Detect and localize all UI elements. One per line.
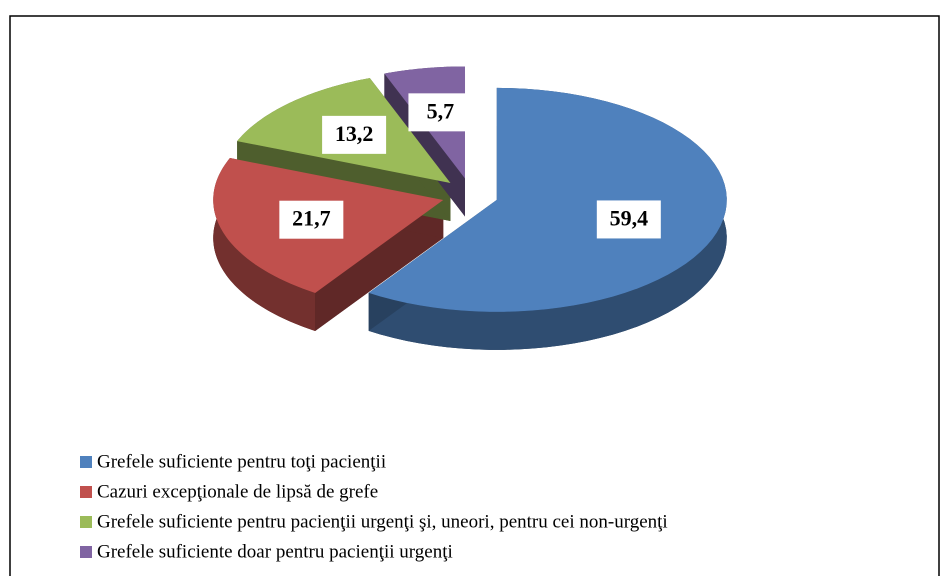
data-label: 21,7 (292, 206, 331, 231)
data-label: 13,2 (335, 121, 374, 146)
label-box (279, 200, 344, 239)
pie-slice (368, 87, 727, 312)
legend-swatch (80, 546, 92, 558)
data-label: 5,7 (427, 98, 455, 123)
legend-swatch (80, 456, 92, 468)
legend-label: Grefele suficiente pentru pacienţii urge… (97, 511, 668, 532)
legend-label: Grefele suficiente pentru toţi pacienţii (97, 451, 386, 472)
legend-swatch (80, 486, 92, 498)
label-box (322, 115, 387, 154)
label-box (408, 93, 473, 132)
legend-label: Cazuri excepţionale de lipsă de grefe (97, 481, 378, 502)
label-box (596, 200, 661, 239)
data-label: 59,4 (610, 205, 649, 230)
legend-swatch (80, 516, 92, 528)
legend-label: Grefele suficiente doar pentru pacienţii… (97, 541, 453, 562)
